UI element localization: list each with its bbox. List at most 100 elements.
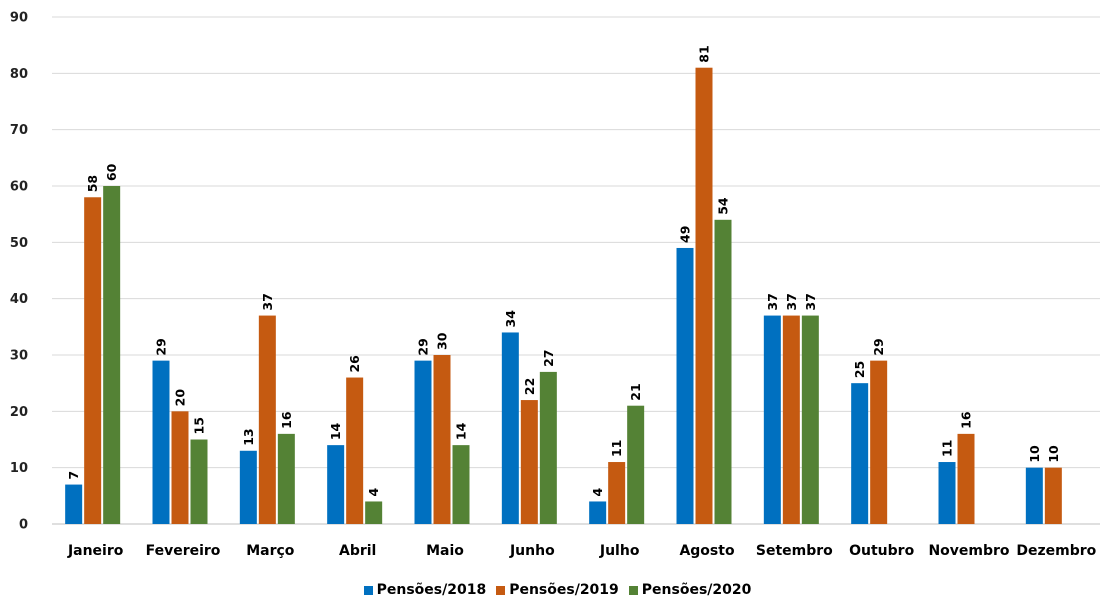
- data-label: 37: [765, 293, 780, 310]
- y-tick-label: 90: [10, 11, 28, 26]
- data-label: 30: [435, 332, 450, 350]
- data-label: 25: [852, 361, 867, 378]
- data-label: 7: [66, 471, 81, 480]
- data-label: 14: [328, 422, 343, 440]
- bar: [870, 360, 888, 524]
- x-axis-categories: Janeiro Fevereiro Março Abril Maio Junho Julho…: [67, 543, 1097, 559]
- legend: Pensões/2018 Pensões/2019 Pensões/2020: [0, 580, 1115, 600]
- category-label: Abril: [339, 543, 376, 559]
- data-label: 15: [192, 417, 207, 434]
- data-label: 34: [503, 310, 518, 328]
- bar: [695, 67, 713, 524]
- bar: [520, 400, 538, 524]
- data-label: 4: [590, 487, 605, 496]
- y-tick-label: 70: [10, 123, 28, 138]
- data-label: 60: [104, 163, 119, 181]
- data-label: 21: [628, 383, 643, 400]
- gridlines: [52, 16, 1100, 525]
- bar: [433, 355, 451, 524]
- data-label: 16: [279, 411, 294, 429]
- y-tick-label: 30: [10, 349, 28, 364]
- bar: [608, 462, 626, 524]
- data-label: 14: [454, 422, 469, 440]
- data-label: 10: [1027, 445, 1042, 463]
- legend-item: Pensões/2020: [628, 582, 752, 598]
- bar: [851, 383, 869, 524]
- category-label: Setembro: [756, 543, 833, 559]
- data-label: 11: [609, 440, 624, 457]
- legend-label: Pensões/2020: [641, 582, 752, 598]
- data-label: 29: [416, 338, 431, 355]
- data-label: 16: [959, 411, 974, 429]
- data-label: 26: [347, 355, 362, 373]
- data-label: 22: [522, 378, 537, 395]
- legend-swatch: [496, 585, 506, 595]
- category-label: Março: [246, 543, 295, 559]
- bar: [957, 433, 975, 524]
- bar: [190, 439, 208, 524]
- y-tick-label: 50: [10, 236, 28, 251]
- category-label: Fevereiro: [146, 543, 221, 559]
- data-label: 49: [678, 226, 693, 243]
- bar: [365, 501, 383, 524]
- bar: [627, 405, 645, 524]
- legend-swatch: [628, 585, 638, 595]
- data-label: 4: [366, 487, 381, 496]
- bar: [327, 445, 345, 524]
- bars: [65, 67, 1062, 525]
- data-label: 11: [940, 440, 955, 457]
- bar: [1025, 467, 1043, 524]
- legend-item: Pensões/2018: [363, 582, 487, 598]
- bar: [539, 371, 557, 524]
- bar: [65, 484, 83, 524]
- y-tick-label: 10: [10, 461, 28, 476]
- data-label: 10: [1046, 445, 1061, 463]
- y-tick-label: 40: [10, 292, 28, 307]
- category-label: Agosto: [679, 543, 735, 559]
- category-label: Junho: [509, 543, 555, 559]
- data-label: 81: [697, 45, 712, 62]
- bar: [171, 411, 189, 524]
- legend-label: Pensões/2018: [376, 582, 487, 598]
- bar: [258, 315, 276, 524]
- bar: [1044, 467, 1062, 524]
- bar: [84, 197, 102, 524]
- bar: [239, 450, 257, 524]
- legend-item: Pensões/2019: [496, 582, 619, 598]
- bar: [801, 315, 819, 524]
- bar: [346, 377, 364, 524]
- category-label: Maio: [426, 543, 464, 559]
- data-label: 37: [803, 293, 818, 310]
- bar: [938, 462, 956, 524]
- data-label: 29: [871, 338, 886, 355]
- bar: [763, 315, 781, 524]
- bar: [589, 501, 607, 524]
- y-tick-label: 20: [10, 405, 28, 420]
- y-tick-label: 0: [19, 518, 28, 533]
- data-label: 13: [241, 428, 256, 445]
- bar: [452, 445, 470, 524]
- legend-label: Pensões/2019: [509, 582, 619, 598]
- bar: [103, 186, 121, 524]
- bar: [782, 315, 800, 524]
- data-label: 20: [173, 389, 188, 407]
- bar: [676, 247, 694, 524]
- data-label: 27: [541, 349, 556, 366]
- data-label: 58: [85, 175, 100, 192]
- category-label: Janeiro: [67, 543, 124, 559]
- y-tick-label: 80: [10, 67, 28, 82]
- data-label: 37: [784, 293, 799, 310]
- bar: [414, 360, 432, 524]
- category-label: Julho: [599, 543, 640, 559]
- bar: [501, 332, 519, 524]
- y-tick-label: 60: [10, 180, 28, 195]
- legend-swatch: [363, 585, 373, 595]
- y-axis-ticks: 0 10 20 30 40 50 60 70 80 90: [10, 11, 28, 533]
- data-label: 54: [716, 197, 731, 215]
- category-label: Dezembro: [1016, 543, 1096, 559]
- data-label: 29: [154, 338, 169, 355]
- category-label: Novembro: [928, 543, 1009, 559]
- bar: [714, 219, 732, 525]
